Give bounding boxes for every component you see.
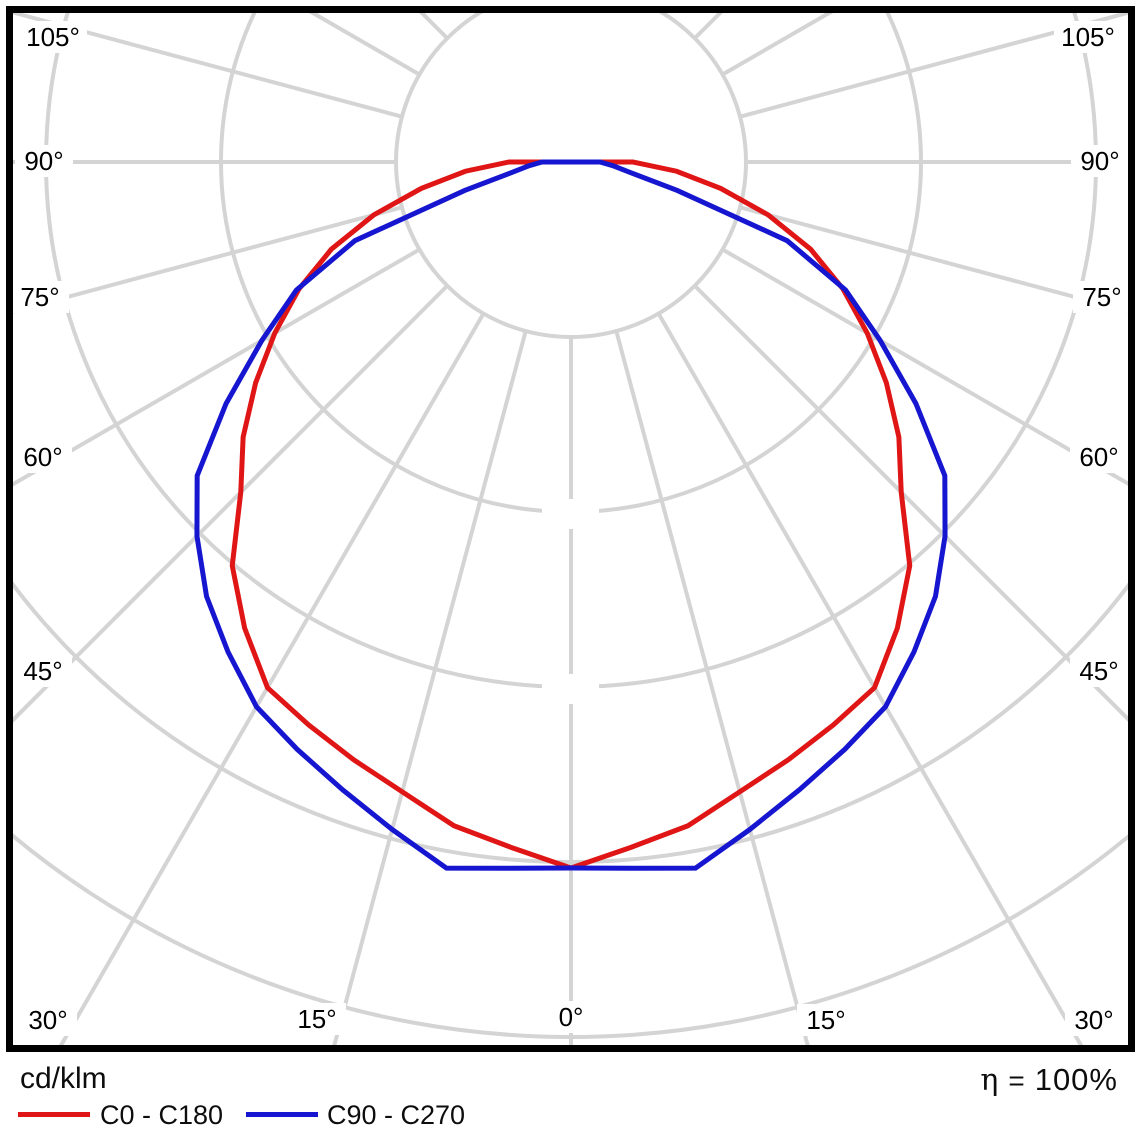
angle-label: 60° [1070,441,1128,473]
angle-label: 105° [19,21,87,53]
angle-label-bg [11,281,69,313]
angle-label-text: 75° [1082,282,1121,312]
angle-label-text: 45° [23,656,62,686]
angle-label: 30° [1065,1004,1123,1036]
grid-ray [13,13,403,119]
angle-label-bg [14,655,72,687]
angle-label: 45° [1070,655,1128,687]
grid-ray [739,13,1128,119]
efficiency-symbol: η [980,1063,999,1098]
grid-ray [739,205,1128,314]
angle-label: 15° [797,1004,855,1036]
grid-ray [13,205,403,314]
angle-label: 90° [1071,145,1129,177]
angle-label: 15° [288,1003,346,1035]
angle-label-text: 30° [1074,1005,1113,1035]
angle-label-bg [15,145,73,177]
unit-label: cd/klm [20,1062,107,1095]
angle-label-bg [1070,441,1128,473]
axis-label-gaps [542,499,599,704]
curve-c90-c270 [194,159,948,871]
grid-ray [332,330,528,1045]
angle-label-bg [288,1003,346,1035]
angle-label-bg [19,21,87,53]
angle-label-bg [797,1004,855,1036]
grid-ray [614,330,810,1045]
grid-ray [693,284,1128,722]
plot-frame [6,6,1135,1052]
angle-label-bg [551,1001,591,1033]
angle-label-bg [19,1004,77,1036]
efficiency-equals: = [1008,1065,1025,1096]
angle-label-text: 0° [559,1002,584,1032]
angle-label-bg [1054,21,1122,53]
grid-ring [394,13,748,339]
angle-label: 45° [14,655,72,687]
angle-label-bg [14,441,72,473]
angle-label: 105° [1054,21,1122,53]
grid-ray [13,247,421,487]
angle-label-bg [1070,655,1128,687]
angle-label-text: 75° [20,282,59,312]
angle-label-text: 105° [1061,22,1115,52]
angle-label-text: 90° [1080,146,1119,176]
angle-label-text: 15° [297,1004,336,1034]
angle-label-text: 45° [1079,656,1118,686]
angle-label-text: 30° [28,1005,67,1035]
angle-label-bg [1073,281,1131,313]
efficiency-readout: η = 100% [980,1062,1118,1098]
angle-label-text: 60° [23,442,62,472]
grid-ray [721,247,1128,486]
angle-labels: 105° 90° 75° 60° 45° 30° 15° 0° 15° 30° 45° 60° 75° 9… [11,21,1131,1036]
angle-label: 75° [1073,281,1131,313]
axis-label-gap [542,499,599,529]
angle-label: 75° [11,281,69,313]
angle-label-text: 90° [24,146,63,176]
angle-label: 0° [551,1001,591,1033]
angle-label-text: 60° [1079,442,1118,472]
axis-label-gap [542,674,599,704]
efficiency-value: 100% [1034,1062,1118,1097]
intensity-curves [194,159,948,871]
angle-label: 90° [15,145,73,177]
angle-label-text: 15° [806,1005,845,1035]
angle-label-bg [1065,1004,1123,1036]
grid-ray [58,312,486,1045]
angle-label-bg [1071,145,1129,177]
grid-ray [656,312,1084,1045]
grid-ray [13,284,449,723]
angle-label-text: 105° [26,22,80,52]
angle-label: 60° [14,441,72,473]
angle-label: 30° [19,1004,77,1036]
